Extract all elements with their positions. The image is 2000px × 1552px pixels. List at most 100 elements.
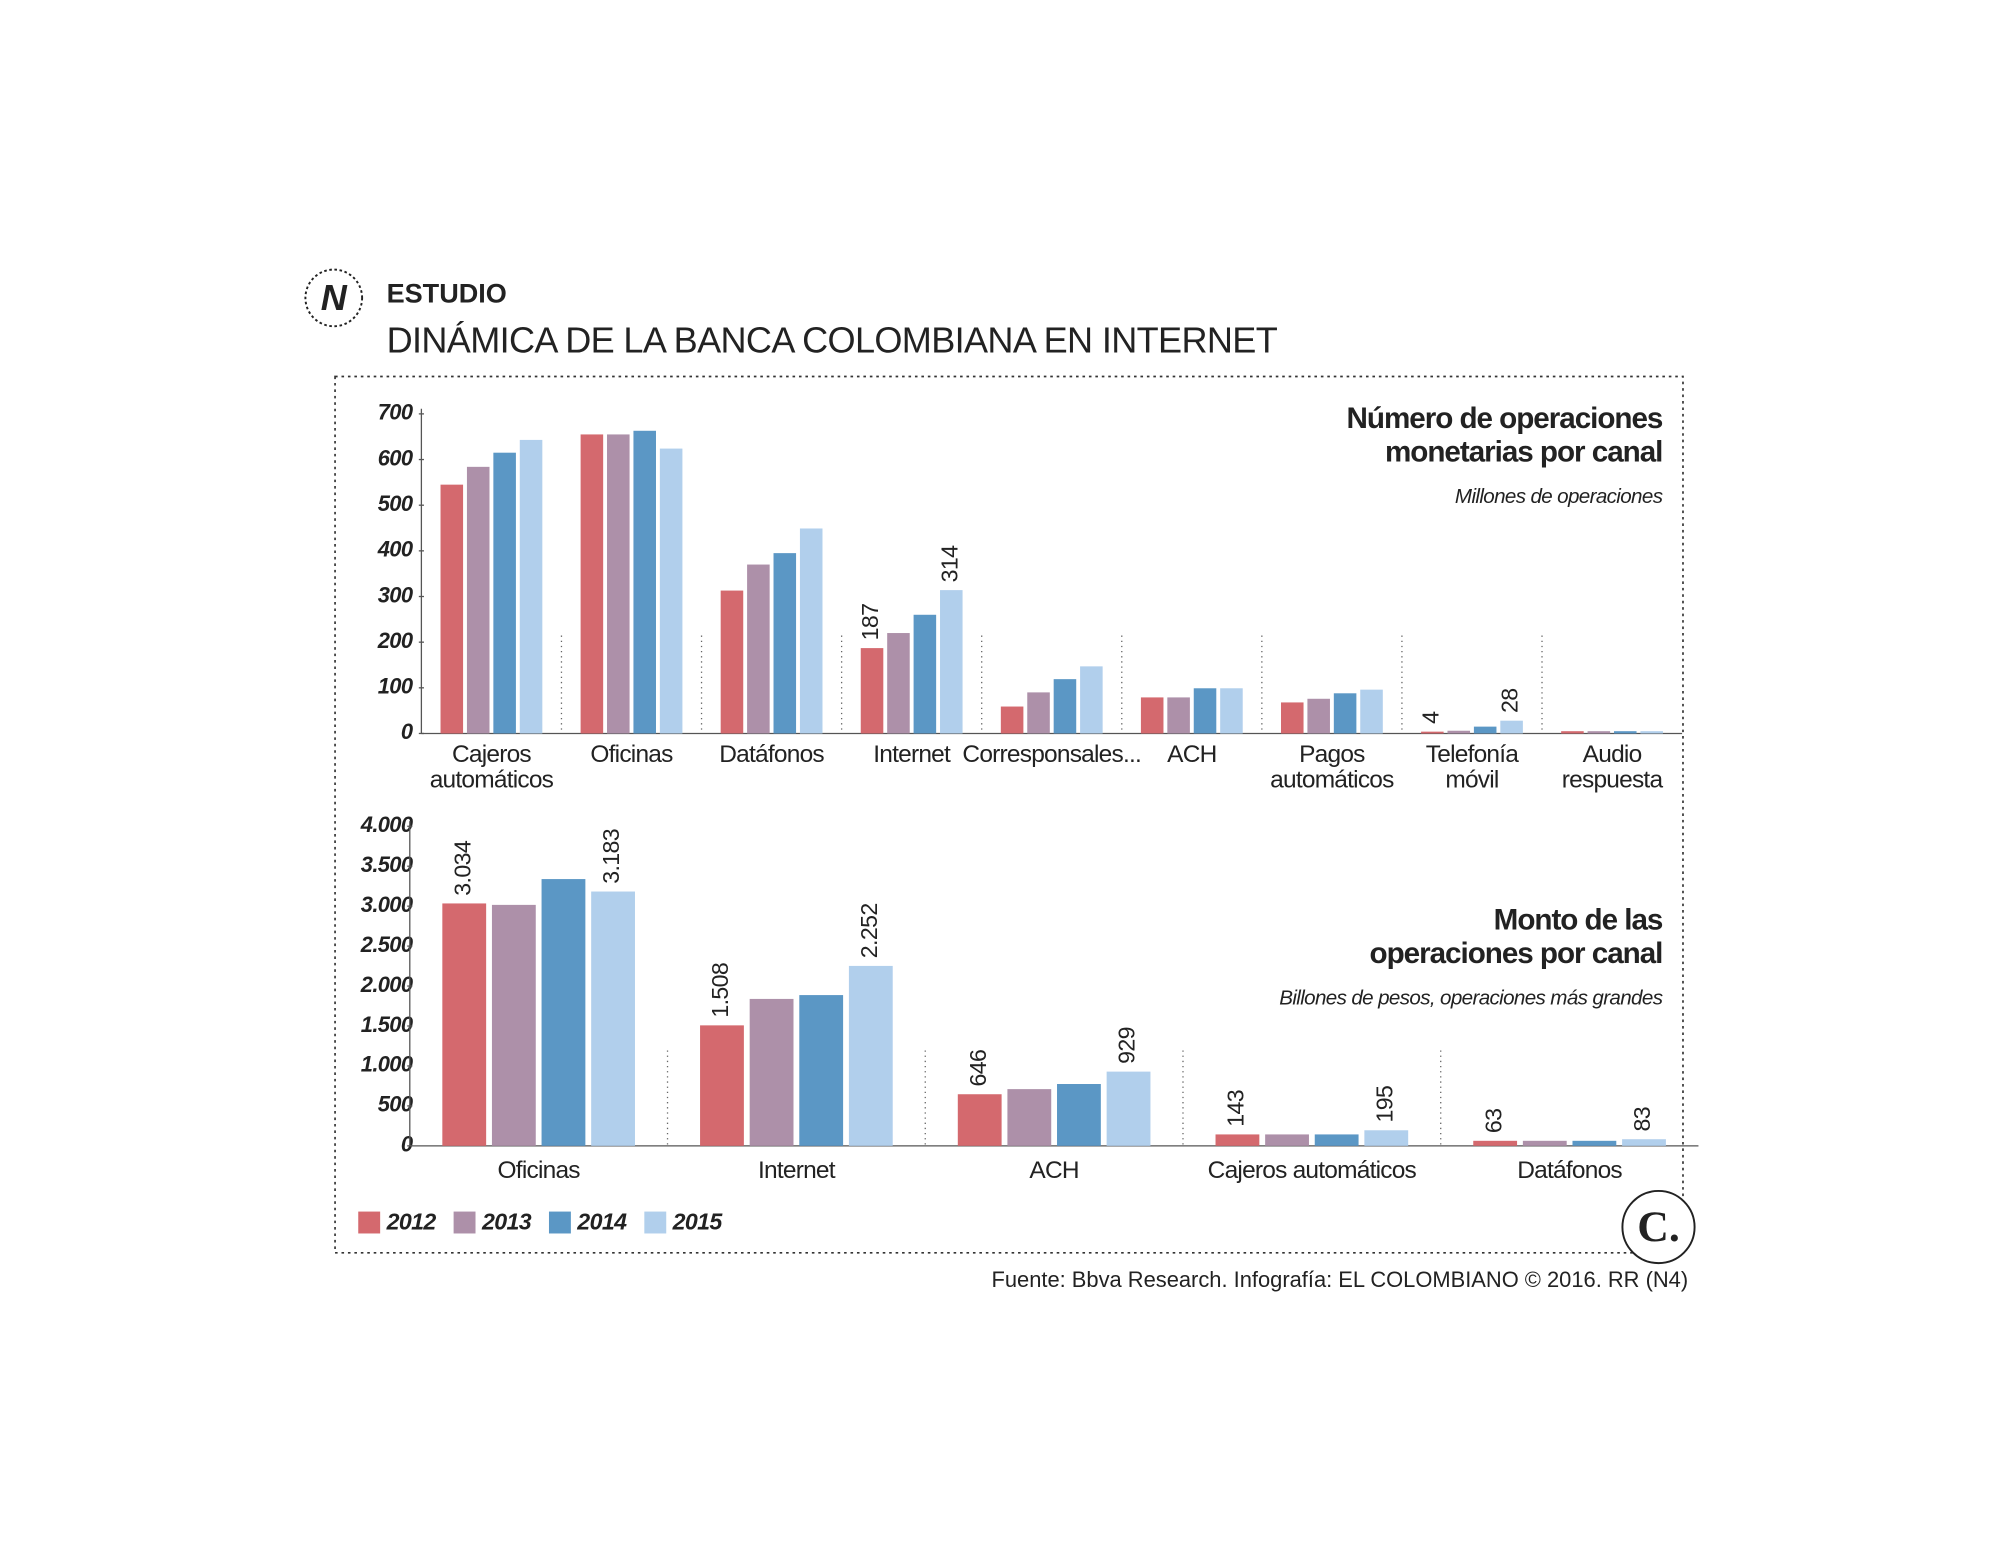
legend-swatch	[644, 1211, 667, 1234]
legend-label: 2013	[481, 1208, 532, 1234]
frame	[334, 375, 1684, 1254]
chart-title: monetarias por canal	[1385, 436, 1662, 469]
legend-swatch	[358, 1211, 381, 1234]
bar	[607, 434, 630, 734]
y-tick-label: 100	[378, 674, 413, 699]
y-tick-label: 500	[378, 1092, 413, 1117]
value-label: 3.183	[598, 829, 624, 884]
y-tick-label: 500	[378, 491, 413, 516]
bar	[1360, 689, 1383, 734]
bar	[541, 879, 586, 1146]
value-label: 143	[1223, 1090, 1249, 1127]
value-label: 63	[1480, 1109, 1506, 1134]
bar	[799, 528, 823, 734]
bar	[1000, 706, 1024, 734]
bar	[1220, 688, 1243, 734]
bar	[442, 903, 487, 1146]
value-label: 1.508	[707, 963, 733, 1018]
bar	[633, 430, 656, 734]
bar	[1587, 731, 1611, 734]
bar	[1333, 693, 1357, 734]
y-tick-label: 3.500	[361, 852, 413, 877]
value-label: 28	[1497, 688, 1523, 713]
value-label: 187	[857, 604, 883, 641]
bar	[1265, 1134, 1309, 1146]
chart-title: Número de operaciones	[1347, 402, 1663, 435]
bar	[773, 553, 797, 734]
bar	[1613, 731, 1637, 734]
y-tick-label: 0	[401, 1132, 413, 1157]
y-tick-label: 2.000	[360, 972, 413, 997]
bar	[1473, 1140, 1518, 1146]
bar	[1307, 698, 1330, 734]
main-title: DINÁMICA DE LA BANCA COLOMBIANA EN INTER…	[387, 320, 1278, 361]
bar	[580, 434, 604, 734]
bar	[1500, 720, 1523, 734]
x-tick-label: Internet	[758, 1157, 836, 1184]
x-tick-label: Datáfonos	[1517, 1157, 1622, 1184]
y-tick-label: 200	[377, 628, 413, 653]
y-tick-label: 300	[378, 582, 413, 607]
legend-label: 2012	[386, 1208, 437, 1234]
x-tick-label: Oficinas	[590, 741, 673, 768]
value-label: 3.034	[449, 840, 475, 896]
value-label: 929	[1114, 1027, 1140, 1064]
value-label: 646	[965, 1050, 991, 1087]
bar	[720, 590, 744, 734]
bar	[1193, 688, 1217, 734]
bar	[848, 965, 893, 1146]
x-tick-label: Audio	[1583, 741, 1642, 768]
value-label: 2.252	[856, 903, 882, 958]
x-tick-label: Telefonía	[1426, 741, 1520, 768]
legend-label: 2015	[672, 1208, 724, 1234]
bar	[799, 995, 844, 1146]
y-tick-label: 700	[378, 400, 413, 425]
chart-subtitle: Billones de pesos, operaciones más grand…	[1279, 986, 1662, 1009]
bar	[493, 452, 516, 734]
bar	[913, 614, 937, 734]
value-label: 314	[936, 545, 962, 583]
bar	[1640, 731, 1663, 734]
logo-circle	[1621, 1189, 1696, 1265]
x-tick-label: Pagos	[1299, 741, 1365, 768]
legend-swatch	[548, 1211, 571, 1234]
x-tick-label: Cajeros	[452, 741, 531, 768]
x-tick-label: Cajeros automáticos	[1208, 1157, 1417, 1184]
bar	[1561, 731, 1584, 734]
y-tick-label: 3.000	[361, 892, 413, 917]
bar	[747, 564, 770, 734]
bar	[1280, 702, 1304, 734]
bar	[1473, 726, 1497, 734]
bar	[1007, 1089, 1052, 1146]
bar	[1572, 1140, 1617, 1146]
icon-circle	[304, 268, 364, 328]
bar	[1167, 697, 1190, 734]
value-label: 83	[1629, 1107, 1655, 1132]
x-tick-label: Internet	[873, 741, 951, 768]
bar	[519, 439, 543, 734]
y-tick-label: 600	[378, 445, 413, 470]
bar	[1364, 1130, 1409, 1146]
icon: N	[321, 277, 348, 318]
bar	[1447, 730, 1471, 734]
x-tick-label: móvil	[1445, 767, 1498, 794]
bar	[700, 1025, 744, 1146]
value-label: 4	[1417, 711, 1443, 724]
bar	[491, 904, 536, 1146]
section: ESTUDIO	[387, 278, 507, 308]
y-tick-label: 1.000	[361, 1052, 413, 1077]
bar	[749, 998, 794, 1146]
bar	[1027, 692, 1050, 734]
bar	[860, 648, 884, 734]
bar	[1522, 1140, 1567, 1146]
bar	[940, 590, 963, 734]
x-tick-label: ACH	[1029, 1157, 1078, 1184]
bar	[1140, 697, 1164, 734]
bar	[659, 448, 683, 734]
bar	[1106, 1071, 1151, 1146]
x-tick-label: automáticos	[430, 767, 554, 794]
bar	[957, 1094, 1002, 1146]
x-tick-label: Datáfonos	[719, 741, 824, 768]
y-tick-label: 400	[377, 537, 413, 562]
